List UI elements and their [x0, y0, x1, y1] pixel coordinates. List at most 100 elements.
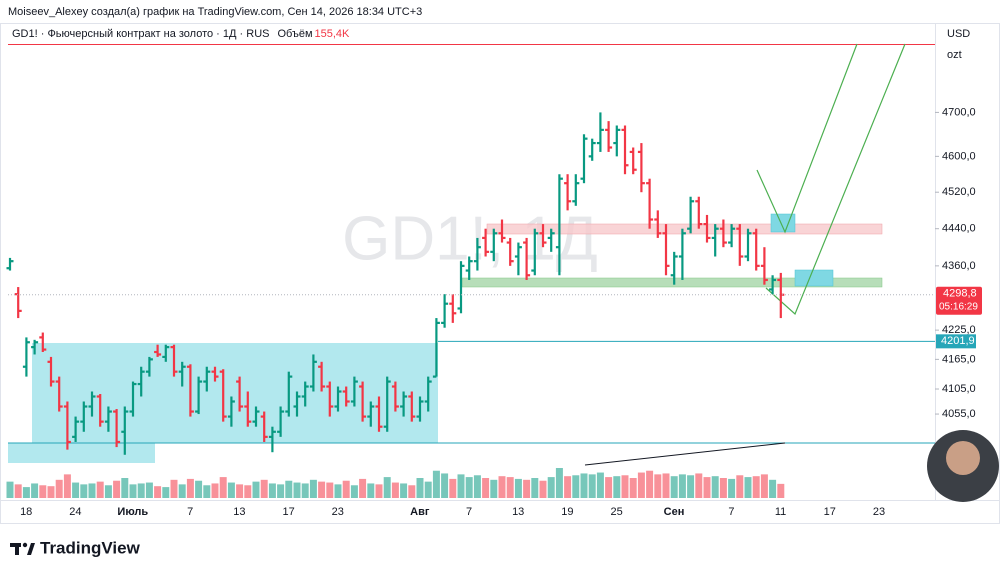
unit: ozt	[947, 49, 962, 61]
volume-bar	[465, 477, 473, 498]
volume-bar	[613, 476, 621, 498]
x-tick-label: 13	[512, 506, 524, 518]
volume-bar	[55, 479, 63, 498]
y-tick-label: 4360,0	[942, 260, 976, 272]
volume-bar	[326, 482, 334, 498]
volume-bar	[687, 475, 695, 498]
volume-bar	[211, 483, 219, 498]
volume-bar	[219, 477, 227, 498]
volume-bar	[186, 478, 194, 498]
volume-bar	[719, 478, 727, 498]
bars	[6, 112, 785, 498]
volume-bar	[769, 479, 777, 498]
x-tick-label: 11	[775, 506, 786, 518]
volume-bar	[375, 484, 383, 498]
volume-bar	[260, 479, 268, 498]
y-tick-label: 4520,0	[942, 186, 976, 198]
volume-bar	[662, 473, 670, 498]
volume-bar	[22, 487, 30, 498]
volume-bar	[432, 470, 440, 498]
trend-line	[584, 442, 786, 466]
volume-bar	[96, 481, 104, 498]
volume-bar	[539, 480, 547, 498]
volume-bar	[285, 480, 293, 498]
x-tick-label: Авг	[410, 506, 430, 518]
volume-bar	[268, 483, 276, 498]
volume-bar	[400, 483, 408, 498]
target-box	[770, 213, 796, 233]
volume-bar	[736, 475, 744, 498]
volume-bar	[121, 478, 129, 498]
avatar-face	[946, 441, 980, 475]
x-tick-label: 25	[610, 506, 622, 518]
volume-bar	[301, 483, 309, 498]
volume-bar	[637, 472, 645, 498]
last-price-tag	[936, 286, 982, 315]
zone-box	[8, 443, 155, 463]
volume-bar	[531, 478, 539, 498]
symbol-line: GD1! · Фьючерсный контракт на золото · 1…	[12, 28, 269, 40]
volume-bar	[752, 476, 760, 498]
volume-bar	[449, 478, 457, 498]
volume-bar	[490, 479, 498, 498]
volume-bar	[646, 470, 654, 498]
trend-line	[756, 43, 858, 234]
logo: TradingView	[10, 538, 141, 557]
price-line-label: 4201,9	[941, 335, 975, 347]
currency: USD	[947, 28, 970, 40]
volume-bar	[695, 473, 703, 498]
volume-bar	[580, 473, 588, 498]
y-tick-label: 4440,0	[942, 223, 976, 235]
volume-bar	[309, 479, 317, 498]
volume-bar	[154, 486, 162, 498]
x-tick-label: 17	[282, 506, 294, 518]
y-tick-label: 4600,0	[942, 150, 976, 162]
volume-bar	[334, 484, 342, 498]
volume-last: 155,4K	[315, 28, 351, 40]
volume-bar	[113, 480, 121, 498]
volume-bar	[498, 476, 506, 498]
x-tick-label: Июль	[117, 506, 148, 518]
x-tick-label: 13	[233, 506, 245, 518]
last-price-label: 4298,8	[943, 288, 977, 300]
volume-bar	[605, 477, 613, 498]
x-tick-label: 23	[873, 506, 885, 518]
volume-bar	[441, 473, 449, 498]
volume-bar	[88, 483, 96, 498]
volume-bar	[424, 481, 432, 498]
volume-bar	[367, 483, 375, 498]
volume-bar	[555, 468, 563, 498]
volume-bar	[14, 484, 22, 498]
target-box	[794, 269, 834, 287]
volume-bar	[252, 481, 260, 498]
x-tick-label: 7	[187, 506, 193, 518]
volume-bar	[342, 480, 350, 498]
volume-bar	[203, 485, 211, 498]
volume-bar	[47, 486, 55, 498]
x-tick-label: 23	[332, 506, 344, 518]
volume-bar	[195, 480, 203, 498]
volume-bar	[162, 487, 170, 498]
price-line-tag	[936, 334, 976, 349]
volume-bar	[236, 484, 244, 498]
volume-bar	[39, 485, 47, 498]
volume-name: Объём	[277, 28, 312, 40]
volume-bar	[728, 478, 736, 498]
x-tick-label: 18	[20, 506, 32, 518]
x-tick-label: 24	[69, 506, 81, 518]
volume-bar	[621, 475, 629, 498]
trend-line	[765, 43, 906, 316]
volume-bar	[383, 477, 391, 498]
volume-bar	[654, 474, 662, 498]
volume-bar	[293, 482, 301, 498]
volume-bar	[80, 484, 88, 498]
volume-bar	[137, 483, 145, 498]
volume-bar	[703, 477, 711, 498]
countdown: 05:16:29	[939, 301, 978, 312]
volume-bar	[318, 481, 326, 498]
y-tick-label: 4700,0	[942, 106, 976, 118]
volume-bar	[473, 475, 481, 498]
volume-bar	[391, 482, 399, 498]
volume-bar	[63, 474, 71, 498]
x-tick-label: 7	[466, 506, 472, 518]
